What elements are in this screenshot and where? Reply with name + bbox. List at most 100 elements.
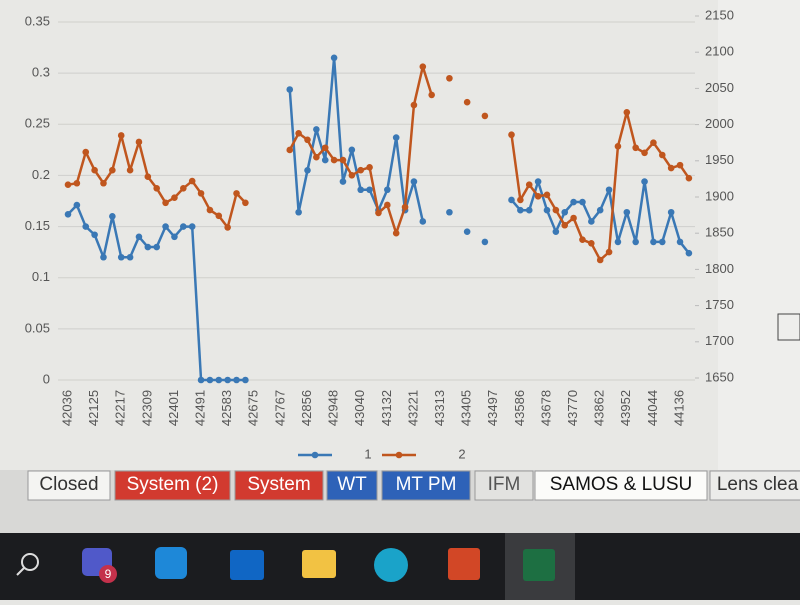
point xyxy=(91,231,98,239)
point xyxy=(357,166,365,174)
point xyxy=(588,218,595,225)
sheet-tab-label: Lens clea xyxy=(717,474,799,495)
x-tick-label: 43313 xyxy=(432,390,447,426)
x-tick-label: 42767 xyxy=(272,390,287,426)
powerpoint-icon[interactable] xyxy=(448,548,480,580)
x-tick-label: 43405 xyxy=(459,390,474,426)
point xyxy=(339,178,347,185)
point xyxy=(171,194,178,202)
y2-tick-label: 1850 xyxy=(705,225,734,240)
sheet-tab[interactable] xyxy=(534,470,708,501)
edge-icon[interactable] xyxy=(374,548,408,582)
point xyxy=(348,171,356,179)
point xyxy=(242,376,249,384)
x-tick-label: 42401 xyxy=(166,390,181,426)
sheet-tab[interactable] xyxy=(114,470,231,501)
point xyxy=(650,238,657,246)
sheet-tab-label: System (2) xyxy=(127,474,219,495)
y2-tick-label: 2000 xyxy=(705,116,734,131)
x-tick-label: 43132 xyxy=(379,390,394,426)
point xyxy=(667,208,675,216)
point xyxy=(623,108,631,116)
app-icon[interactable] xyxy=(155,547,187,579)
point xyxy=(321,144,329,152)
point xyxy=(552,228,560,235)
point xyxy=(685,249,693,257)
sheet-tab[interactable] xyxy=(709,470,800,501)
y-tick-label: 0.15 xyxy=(25,218,50,233)
point xyxy=(446,208,453,216)
sheet-tab[interactable] xyxy=(326,470,378,501)
point xyxy=(658,238,666,246)
point xyxy=(561,208,569,216)
y2-tick-label: 1700 xyxy=(705,333,734,348)
x-tick-label: 42491 xyxy=(192,390,207,426)
x-tick-label: 43221 xyxy=(405,390,420,426)
point xyxy=(215,376,223,384)
y-tick-label: 0.2 xyxy=(32,167,50,182)
outlook-icon[interactable] xyxy=(230,550,264,580)
point xyxy=(366,164,373,171)
point xyxy=(339,156,347,164)
point xyxy=(286,146,294,154)
point xyxy=(109,213,116,220)
point xyxy=(517,196,524,204)
x-tick-label: 44044 xyxy=(645,390,660,426)
point xyxy=(82,148,90,156)
point xyxy=(162,199,169,207)
y-tick-label: 0.05 xyxy=(25,320,50,335)
y2-tick-label: 1900 xyxy=(705,188,734,203)
legend-label: 2 xyxy=(458,446,465,461)
teams-badge xyxy=(99,565,117,583)
point xyxy=(508,196,515,204)
sheet-tab[interactable] xyxy=(234,470,324,501)
explorer-icon[interactable] xyxy=(302,550,336,578)
point xyxy=(313,153,320,161)
point xyxy=(401,203,409,211)
point xyxy=(596,206,604,214)
x-tick-label: 44136 xyxy=(671,390,686,426)
y2-tick-label: 1750 xyxy=(705,297,734,312)
point xyxy=(419,218,427,225)
y-tick-label: 0 xyxy=(43,371,50,386)
sheet-tab[interactable] xyxy=(381,470,471,501)
point xyxy=(605,186,613,194)
point xyxy=(242,199,249,207)
point xyxy=(508,131,515,139)
point xyxy=(330,54,338,62)
x-tick-label: 42217 xyxy=(113,390,128,426)
point xyxy=(304,136,311,144)
sheet-tab[interactable] xyxy=(474,470,534,501)
x-tick-label: 43497 xyxy=(485,390,500,426)
x-tick-label: 43952 xyxy=(618,390,633,426)
point xyxy=(82,223,90,230)
point xyxy=(215,212,223,220)
point xyxy=(224,224,231,231)
x-tick-label: 42675 xyxy=(246,390,261,426)
point xyxy=(446,74,453,82)
point xyxy=(295,208,302,216)
search-icon-handle xyxy=(16,567,25,576)
point xyxy=(667,164,675,172)
point xyxy=(153,185,160,192)
point xyxy=(534,178,542,185)
point xyxy=(463,228,471,235)
chart-area xyxy=(0,0,800,470)
y-tick-label: 0.1 xyxy=(32,269,50,284)
point xyxy=(525,206,533,214)
sheet-tab-label: MT PM xyxy=(396,474,457,495)
sheet-tab[interactable] xyxy=(27,470,111,501)
point xyxy=(304,167,311,174)
x-tick-label: 43586 xyxy=(512,390,527,426)
point xyxy=(419,63,427,70)
cell-border xyxy=(777,313,800,341)
legend-label: 1 xyxy=(364,446,371,461)
sheet-tab-label: IFM xyxy=(488,474,521,495)
point xyxy=(109,166,116,174)
point xyxy=(517,206,524,214)
point xyxy=(623,208,631,216)
point xyxy=(144,173,152,181)
x-tick-label: 42856 xyxy=(299,390,314,426)
search-icon[interactable] xyxy=(21,553,39,571)
